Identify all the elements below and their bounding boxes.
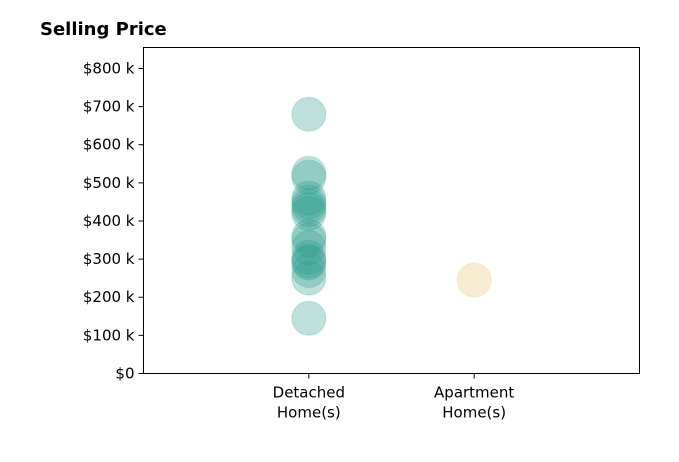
scatter-point — [291, 180, 327, 216]
plot-marks — [291, 96, 492, 336]
x-axis: Detached Home(s) Apartment Home(s) — [273, 373, 514, 422]
scatter-point — [291, 260, 327, 296]
scatter-point — [291, 245, 327, 281]
y-axis: $0 $100 k $200 k $300 k $400 k $500 k $600 k $7… — [83, 59, 144, 383]
y-tick-label: $500 k — [83, 174, 135, 192]
scatter-point — [291, 230, 327, 266]
scatter-point — [291, 222, 327, 258]
plot-frame — [143, 47, 640, 374]
scatter-point — [291, 159, 327, 195]
scatter-point — [291, 239, 327, 275]
scatter-point — [291, 218, 327, 254]
y-tick-label: $200 k — [83, 288, 135, 306]
scatter-point — [291, 192, 327, 228]
scatter-point — [291, 188, 327, 224]
scatter-point — [291, 195, 327, 231]
y-tick-label: $0 — [115, 365, 134, 383]
y-tick-label: $400 k — [83, 212, 135, 230]
scatter-point — [291, 300, 327, 336]
scatter-point — [291, 253, 327, 289]
chart-title: Selling Price — [40, 19, 167, 40]
scatter-point — [291, 184, 327, 220]
x-tick-label: Apartment Home(s) — [434, 384, 514, 422]
y-tick-label: $600 k — [83, 136, 135, 154]
scatter-point — [456, 262, 492, 298]
scatter-point — [291, 243, 327, 279]
y-tick-label: $300 k — [83, 250, 135, 268]
scatter-point — [291, 96, 327, 132]
y-tick-label: $700 k — [83, 98, 135, 116]
scatter-point — [291, 155, 327, 191]
y-tick-label: $100 k — [83, 326, 135, 344]
x-tick-label: Detached Home(s) — [273, 384, 345, 422]
y-tick-label: $800 k — [83, 59, 135, 77]
